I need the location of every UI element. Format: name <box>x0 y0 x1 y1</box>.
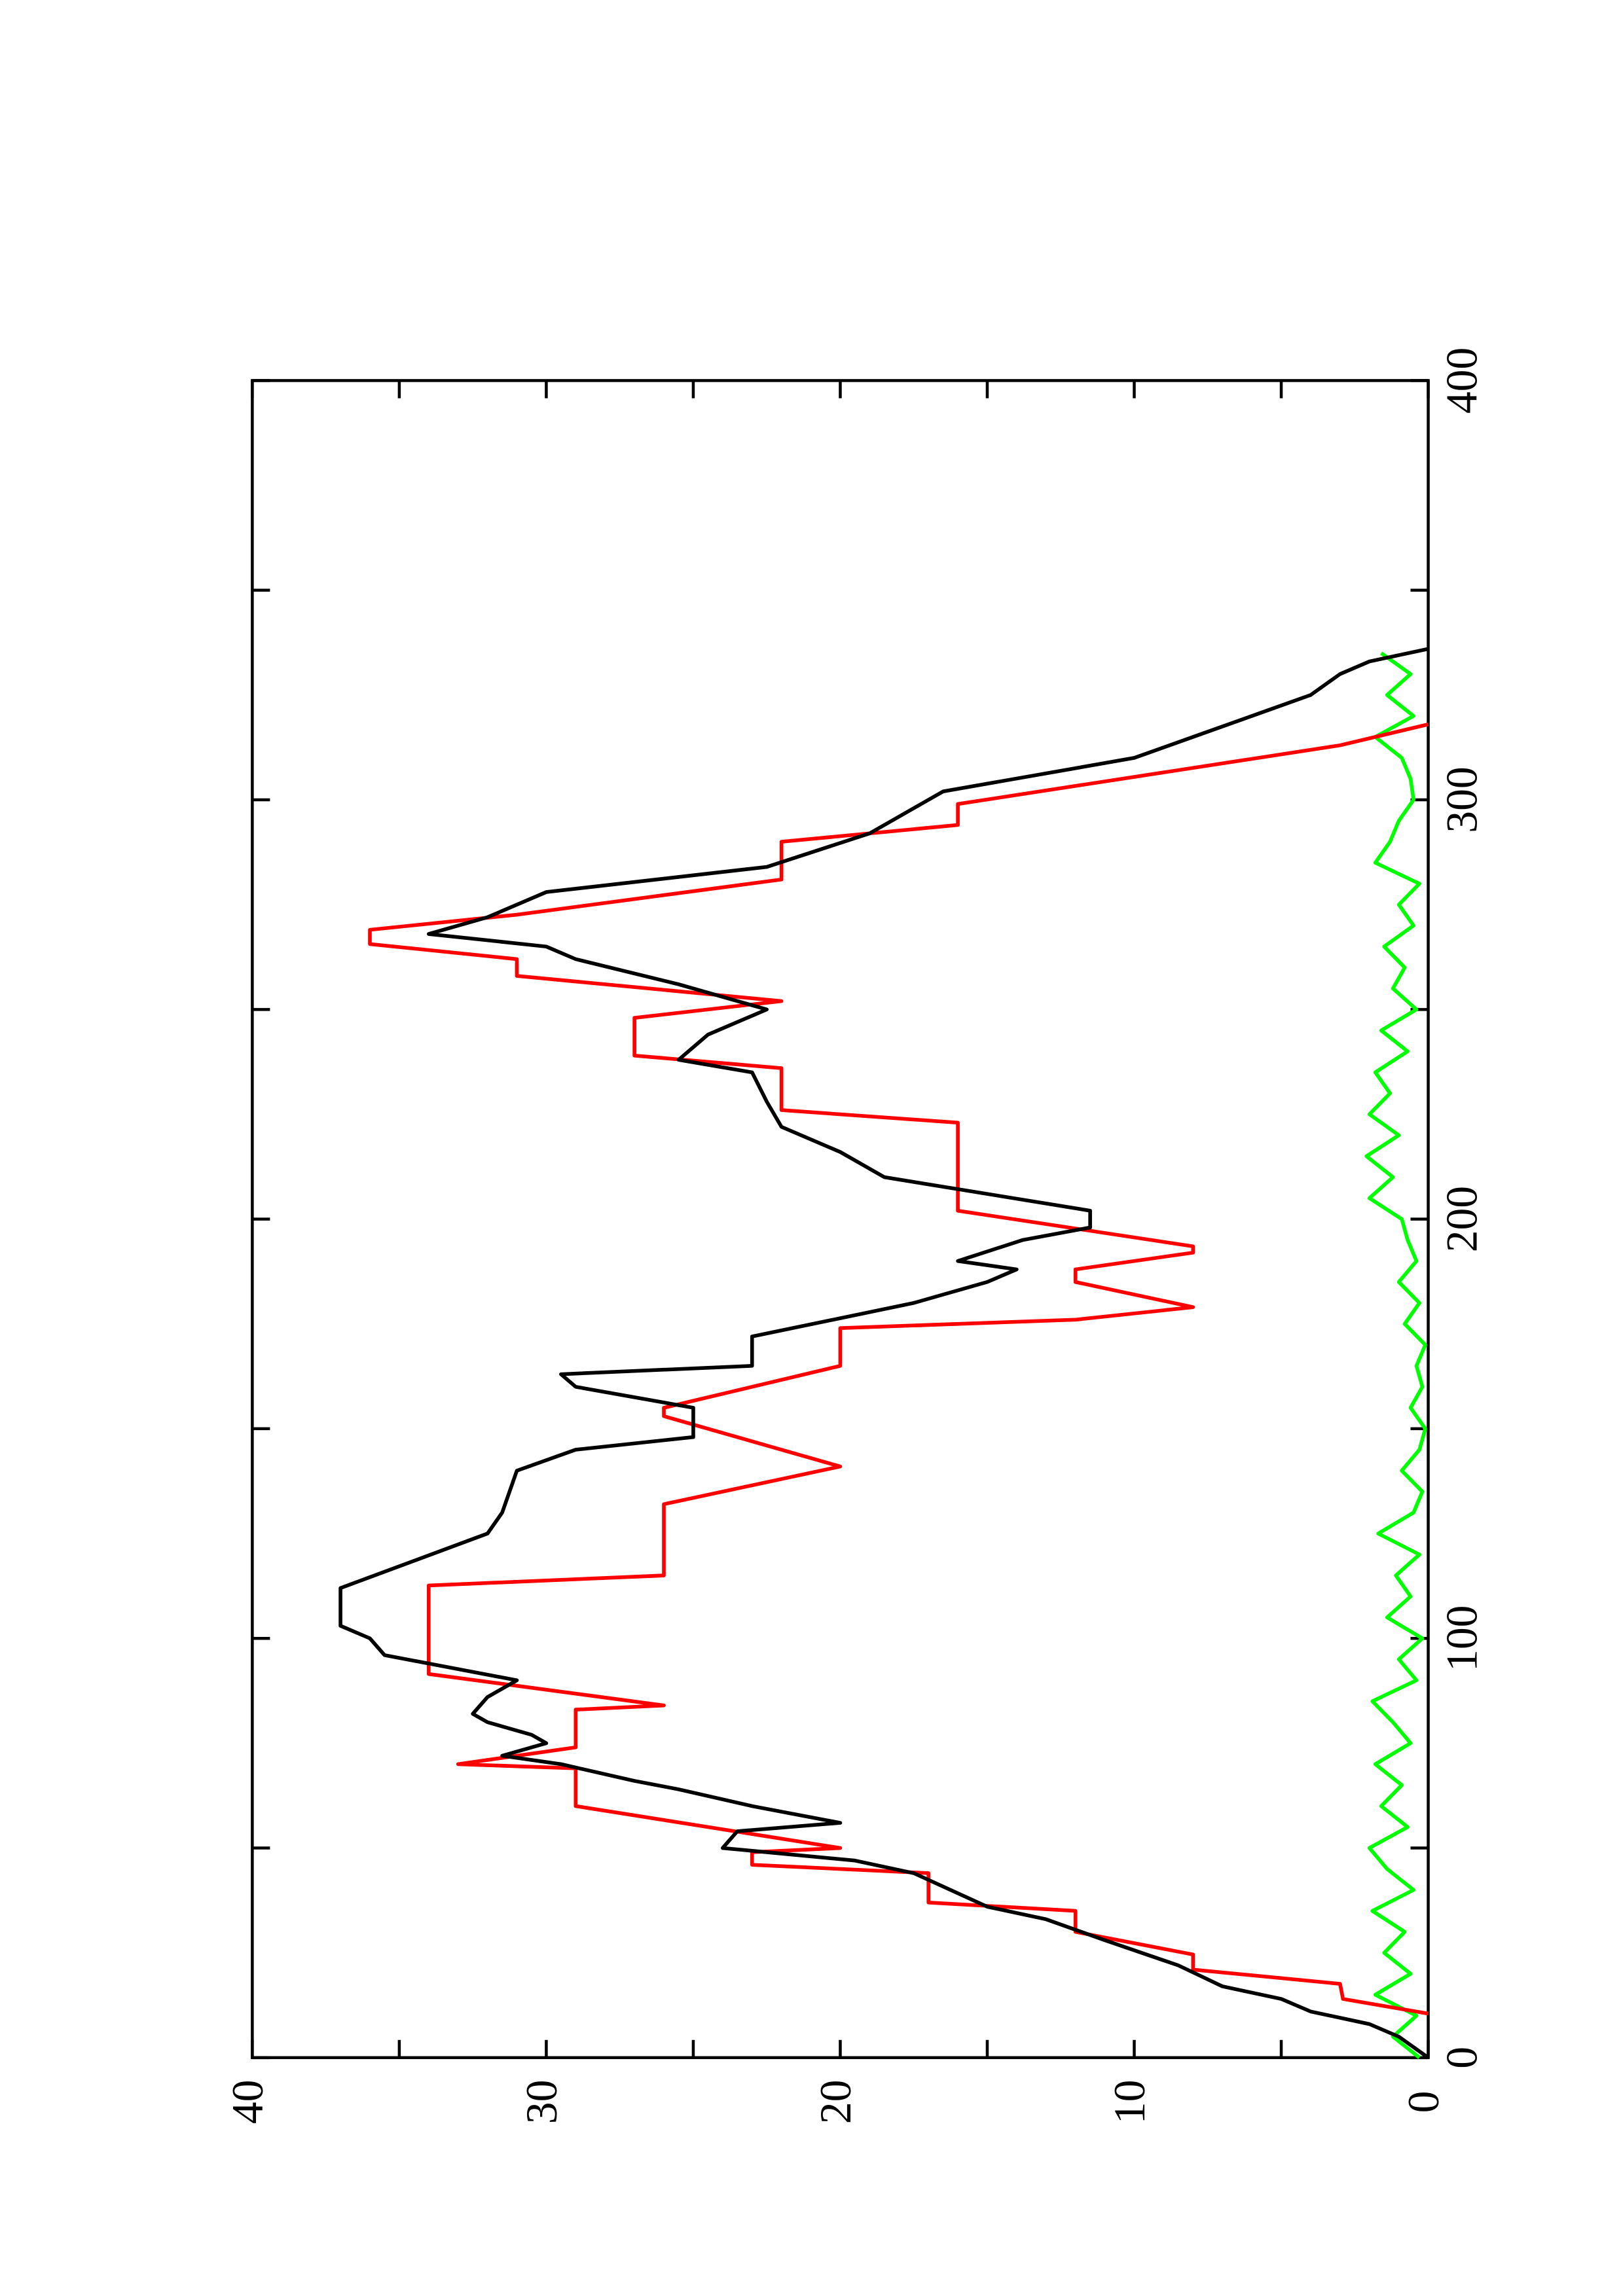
y-tick-label: 0 <box>1399 2091 1448 2113</box>
y-tick-label: 40 <box>223 2080 272 2125</box>
x-tick-label: 200 <box>1438 1186 1487 1252</box>
series-line <box>338 647 1430 2060</box>
y-tick-label: 30 <box>517 2080 566 2125</box>
x-tick-label: 300 <box>1438 766 1487 833</box>
x-tick-label: 100 <box>1438 1605 1487 1672</box>
series-line <box>368 722 1429 2016</box>
x-tick-label: 0 <box>1438 2047 1487 2069</box>
series-line <box>1364 651 1427 2060</box>
plot-frame <box>251 379 1430 2060</box>
y-tick-label: 10 <box>1105 2080 1154 2125</box>
x-tick-label: 400 <box>1438 348 1487 414</box>
y-tick-label: 20 <box>811 2080 860 2125</box>
